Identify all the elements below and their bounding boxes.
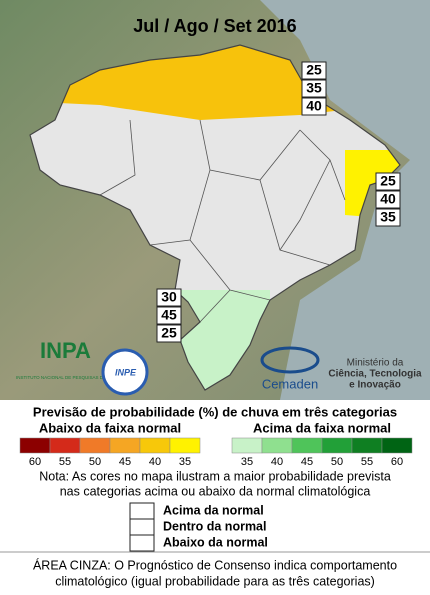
- legend-row-label: Abaixo da normal: [163, 535, 268, 549]
- note: Nota: As cores no mapa ilustram a maior …: [39, 469, 391, 483]
- prob-box: [375, 172, 401, 191]
- scale-tick: 45: [119, 456, 131, 468]
- legend-row-label: Dentro da normal: [163, 519, 267, 533]
- legend-panel: [0, 400, 430, 595]
- ocean: [260, 0, 430, 400]
- inpe-logo-circle: [101, 348, 149, 396]
- legend-title: Previsão de probabilidade (%) de chuva e…: [33, 404, 397, 419]
- color-swatch: [381, 437, 413, 454]
- color-swatch: [231, 437, 263, 454]
- color-swatch: [79, 437, 111, 454]
- scale-tick: 55: [361, 456, 373, 468]
- scale-tick: 35: [241, 456, 253, 468]
- scale-tick: 60: [29, 456, 41, 468]
- color-swatch: [261, 437, 293, 454]
- inpe-logo: INPE: [115, 367, 137, 377]
- prob-box: [156, 324, 182, 343]
- prob-value: 40: [306, 98, 322, 114]
- prob-value: 45: [161, 307, 177, 323]
- prob-value: 35: [380, 209, 396, 225]
- ministry: Ciência, Tecnologia: [328, 369, 422, 380]
- cemaden-logo: Cemaden: [262, 376, 318, 391]
- legend-row-label: Acima da normal: [163, 503, 264, 517]
- prob-value: 30: [161, 289, 177, 305]
- legend-box: [129, 534, 155, 552]
- scale-tick: 50: [89, 456, 101, 468]
- scale-tick: 35: [179, 456, 191, 468]
- prob-value: 25: [306, 62, 322, 78]
- note: nas categorias acima ou abaixo da normal…: [60, 484, 371, 498]
- footer: ÁREA CINZA: O Prognóstico de Consenso in…: [33, 557, 397, 572]
- prob-box: [375, 190, 401, 209]
- color-swatch: [139, 437, 171, 454]
- prob-value: 25: [161, 325, 177, 341]
- color-swatch: [321, 437, 353, 454]
- prob-box: [156, 288, 182, 307]
- color-swatch: [351, 437, 383, 454]
- scale-tick: 45: [301, 456, 313, 468]
- scale-tick: 40: [271, 456, 283, 468]
- color-swatch: [169, 437, 201, 454]
- prob-value: 35: [306, 80, 322, 96]
- prob-box: [301, 97, 327, 116]
- prob-box: [301, 61, 327, 80]
- above-label: Acima da faixa normal: [253, 420, 391, 435]
- prob-box: [375, 208, 401, 227]
- map-title: Jul / Ago / Set 2016: [133, 16, 296, 36]
- scale-tick: 60: [391, 456, 403, 468]
- prob-box: [156, 306, 182, 325]
- prob-box: [301, 79, 327, 98]
- legend-box: [129, 502, 155, 520]
- inpa-subtitle: INSTITUTO NACIONAL DE PESQUISAS DA AMAZÔ…: [16, 374, 130, 380]
- color-swatch: [49, 437, 81, 454]
- prob-value: 25: [380, 173, 396, 189]
- scale-tick: 40: [149, 456, 161, 468]
- scale-tick: 50: [331, 456, 343, 468]
- color-swatch: [19, 437, 51, 454]
- ministry: e Inovação: [349, 380, 401, 391]
- color-swatch: [109, 437, 141, 454]
- inpa-logo: INPA: [40, 338, 91, 363]
- color-swatch: [291, 437, 323, 454]
- footer: climatológico (igual probabilidade para …: [55, 574, 375, 588]
- ministry: Ministério da: [347, 358, 404, 369]
- legend-box: [129, 518, 155, 536]
- scale-tick: 55: [59, 456, 71, 468]
- prob-value: 40: [380, 191, 396, 207]
- cemaden-eye: [260, 346, 320, 374]
- below-label: Abaixo da faixa normal: [39, 420, 181, 435]
